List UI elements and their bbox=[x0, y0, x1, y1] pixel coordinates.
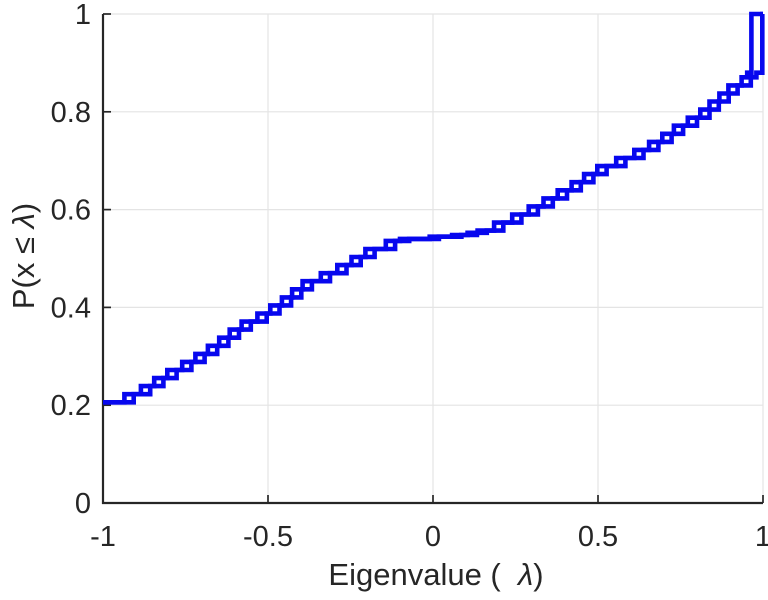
x-tick-label: -0.5 bbox=[243, 521, 293, 553]
y-axis-label: P(x ≤ λ) bbox=[6, 203, 41, 309]
lambda-symbol: λ bbox=[516, 557, 533, 592]
y-tick-label: 0.2 bbox=[51, 390, 91, 422]
lambda-symbol: λ bbox=[6, 213, 41, 230]
ecdf-series-group bbox=[103, 11, 765, 405]
y-tick-label: 0 bbox=[75, 488, 91, 520]
x-tick-label: 0 bbox=[425, 521, 441, 553]
y-tick-label: 0.8 bbox=[51, 97, 91, 129]
ecdf-stairs-lagging bbox=[103, 11, 765, 405]
y-tick-label: 0.4 bbox=[51, 292, 91, 324]
x-tick-label: -1 bbox=[90, 521, 116, 553]
x-tick-label: 1 bbox=[755, 521, 768, 553]
y-tick-label: 1 bbox=[75, 0, 91, 31]
tick-labels: -1 -0.5 0 0.5 1 0 0.2 0.4 0.6 0.8 1 bbox=[51, 0, 768, 553]
y-tick-label: 0.6 bbox=[51, 195, 91, 227]
axis-spines bbox=[101, 14, 763, 505]
grid-lines bbox=[102, 13, 764, 504]
x-axis-label: Eigenvalue ( λ) bbox=[328, 557, 543, 592]
x-tick-label: 0.5 bbox=[578, 521, 618, 553]
